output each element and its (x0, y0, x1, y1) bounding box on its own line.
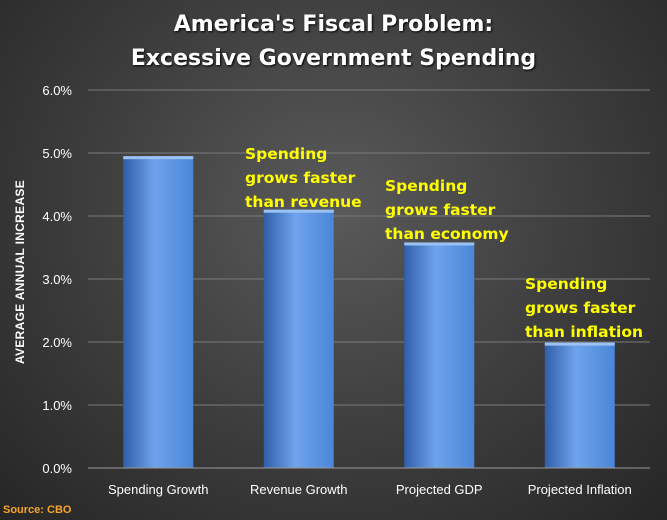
y-tick-label: 6.0% (42, 83, 72, 98)
x-category-label: Projected Inflation (528, 482, 632, 497)
x-category-label: Projected GDP (396, 482, 483, 497)
annotation-line: Spending (525, 275, 608, 293)
y-tick-labels: 0.0% 1.0% 2.0% 3.0% 4.0% 5.0% 6.0% (42, 83, 72, 476)
annotation-line: grows faster (385, 201, 496, 219)
source-note: Source: CBO (3, 504, 72, 516)
y-tick-label: 0.0% (42, 461, 72, 476)
y-tick-label: 1.0% (42, 398, 72, 413)
bar-top-highlight (404, 242, 475, 246)
bar-revenue-growth (263, 209, 334, 468)
bar-top-highlight (544, 342, 615, 346)
bar-top-highlight (123, 156, 194, 160)
x-category-label: Spending Growth (108, 482, 208, 497)
annotation-economy: Spending grows faster than economy (385, 174, 509, 246)
y-tick-label: 3.0% (42, 272, 72, 287)
bars (123, 156, 615, 468)
annotation-line: grows faster (245, 169, 356, 187)
y-tick-label: 5.0% (42, 146, 72, 161)
annotation-line: than economy (385, 225, 509, 243)
bar-top-highlight (263, 209, 334, 213)
bar-projected-gdp (404, 242, 475, 468)
annotation-inflation: Spending grows faster than inflation (525, 272, 643, 344)
bar-spending-growth (123, 156, 194, 468)
x-category-label: Revenue Growth (250, 482, 348, 497)
chart-title-line-2: Excessive Government Spending (130, 46, 537, 71)
annotation-revenue: Spending grows faster than revenue (245, 142, 362, 214)
y-tick-label: 4.0% (42, 209, 72, 224)
x-category-labels: Spending Growth Revenue Growth Projected G… (108, 482, 632, 497)
annotation-line: grows faster (525, 299, 636, 317)
y-tick-label: 2.0% (42, 335, 72, 350)
annotation-line: Spending (385, 177, 468, 195)
annotation-line: than revenue (245, 193, 362, 211)
annotation-line: Spending (245, 145, 328, 163)
annotation-line: than inflation (525, 323, 644, 341)
chart-title-line-1: America's Fiscal Problem: (173, 12, 494, 37)
bar-projected-inflation (544, 342, 615, 468)
